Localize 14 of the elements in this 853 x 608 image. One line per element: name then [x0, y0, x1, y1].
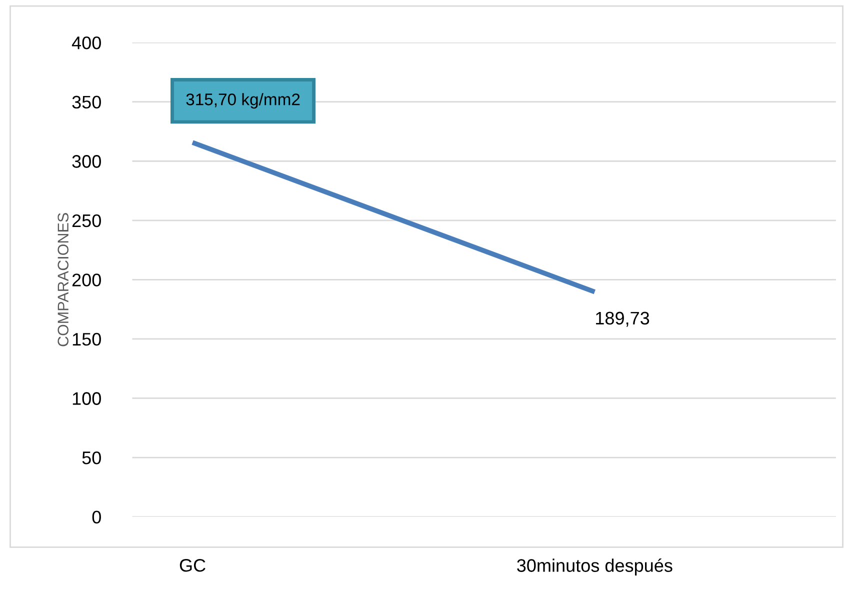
y-tick-label: 150 [72, 332, 101, 346]
data-label: 315,70 kg/mm2 [186, 93, 300, 109]
y-tick-label: 350 [72, 96, 101, 109]
data-label: 189,73 [596, 312, 650, 327]
y-tick-label: 200 [72, 274, 101, 286]
y-tick-label: 250 [72, 214, 101, 228]
y-tick-label: 50 [82, 451, 101, 464]
x-tick-label: 30minutos después [517, 558, 672, 576]
y-tick-label: 0 [92, 510, 101, 524]
y-tick-label: 100 [72, 392, 101, 405]
y-tick-label: 300 [72, 155, 101, 168]
y-tick-label: 400 [72, 36, 101, 50]
x-tick-label: GC [180, 558, 206, 572]
y-axis-title: COMPARACIONES [58, 213, 69, 346]
